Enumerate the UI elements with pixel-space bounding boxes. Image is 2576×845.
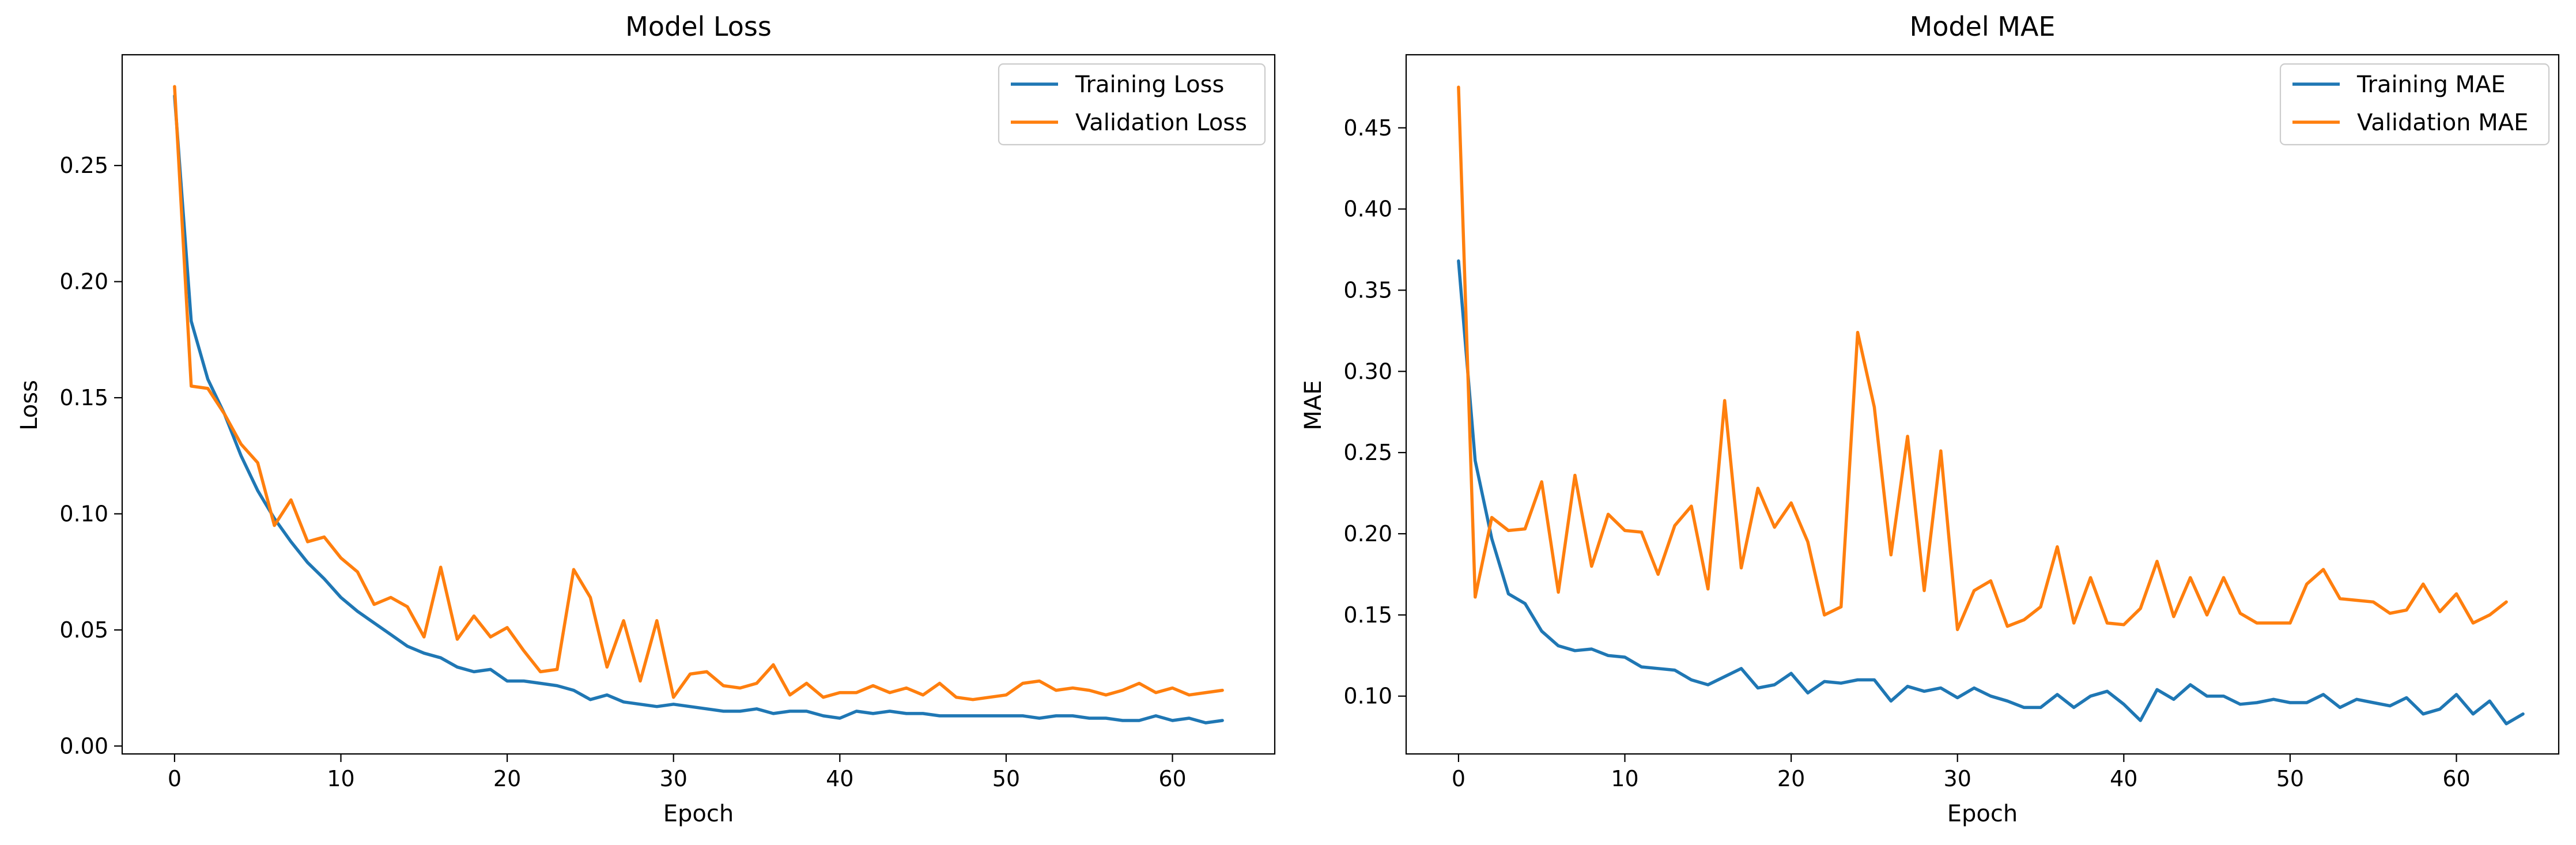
mae-series-training-line [1457,259,2525,726]
mae-xtick-label: 20 [1777,766,1805,791]
loss-legend-label-validation: Validation Loss [1075,110,1247,136]
mae-chart-legend: Training MAE Validation MAE [2279,63,2550,146]
loss-xtick-label: 10 [327,766,354,791]
loss-ytick-label: 0.10 [59,501,108,526]
mae-xtick-label: 60 [2442,766,2470,791]
loss-xtick-label: 50 [992,766,1020,791]
loss-chart-title: Model Loss [625,11,772,42]
mae-ytick-label: 0.35 [1343,277,1392,303]
mae-chart-panel: Model MAE Epoch MAE 0 10 20 30 40 50 60 0.10 0.1… [1300,11,2560,827]
mae-chart-title: Model MAE [1910,11,2056,42]
loss-ytick-label: 0.25 [59,153,108,178]
loss-chart-ylabel: Loss [16,380,43,431]
loss-ytick-label: 0.20 [59,269,108,295]
loss-xtick-label: 60 [1158,766,1186,791]
mae-ytick-label: 0.30 [1343,359,1392,384]
loss-xtick-label: 40 [826,766,853,791]
loss-series-validation-line [173,85,1224,701]
loss-xtick-label: 0 [168,766,182,791]
mae-chart-series [1457,85,2525,726]
mae-legend-label-validation: Validation MAE [2357,110,2528,136]
loss-chart-legend: Training Loss Validation Loss [998,63,1266,146]
loss-xtick-label: 20 [493,766,521,791]
mae-ytick-label: 0.40 [1343,197,1392,222]
loss-legend-box [998,63,1266,146]
mae-ytick-label: 0.15 [1343,602,1392,628]
loss-series-training-line [173,94,1224,725]
loss-legend-label-training: Training Loss [1075,71,1224,98]
mae-ytick-label: 0.45 [1343,115,1392,141]
mae-ytick-label: 0.10 [1343,684,1392,709]
loss-chart-xlabel: Epoch [663,801,734,827]
mae-legend-label-training: Training MAE [2356,71,2506,98]
mae-series-validation-line [1457,85,2508,631]
mae-xtick-label: 40 [2110,766,2137,791]
mae-chart-ticks: 0 10 20 30 40 50 60 0.10 0.15 0.20 0.25 0.30 0.35 0.4… [1343,115,2470,791]
mae-xtick-label: 10 [1611,766,1638,791]
mae-ytick-label: 0.20 [1343,521,1392,546]
mae-xtick-label: 0 [1452,766,1465,791]
mae-chart-axes-frame [1405,54,2560,755]
loss-ytick-label: 0.15 [59,385,108,410]
loss-ytick-label: 0.05 [59,617,108,643]
loss-chart-series [173,85,1224,725]
mae-chart-ylabel: MAE [1300,380,1327,430]
loss-chart-axes-frame [121,54,1276,755]
mae-xtick-label: 30 [1944,766,1971,791]
mae-chart-xlabel: Epoch [1947,801,2018,827]
mae-xtick-label: 50 [2276,766,2304,791]
loss-chart-panel: Model Loss Epoch Loss 0 10 20 30 40 50 600.000… [16,11,1276,827]
loss-chart-ticks: 0 10 20 30 40 50 60 0.00 0.05 0.10 0.15 0.20 0.25 [59,153,1186,791]
mae-legend-box [2279,63,2550,146]
mae-ytick-label: 0.25 [1343,440,1392,465]
loss-xtick-label: 30 [660,766,688,791]
loss-ytick-label: 0.00 [59,733,108,759]
